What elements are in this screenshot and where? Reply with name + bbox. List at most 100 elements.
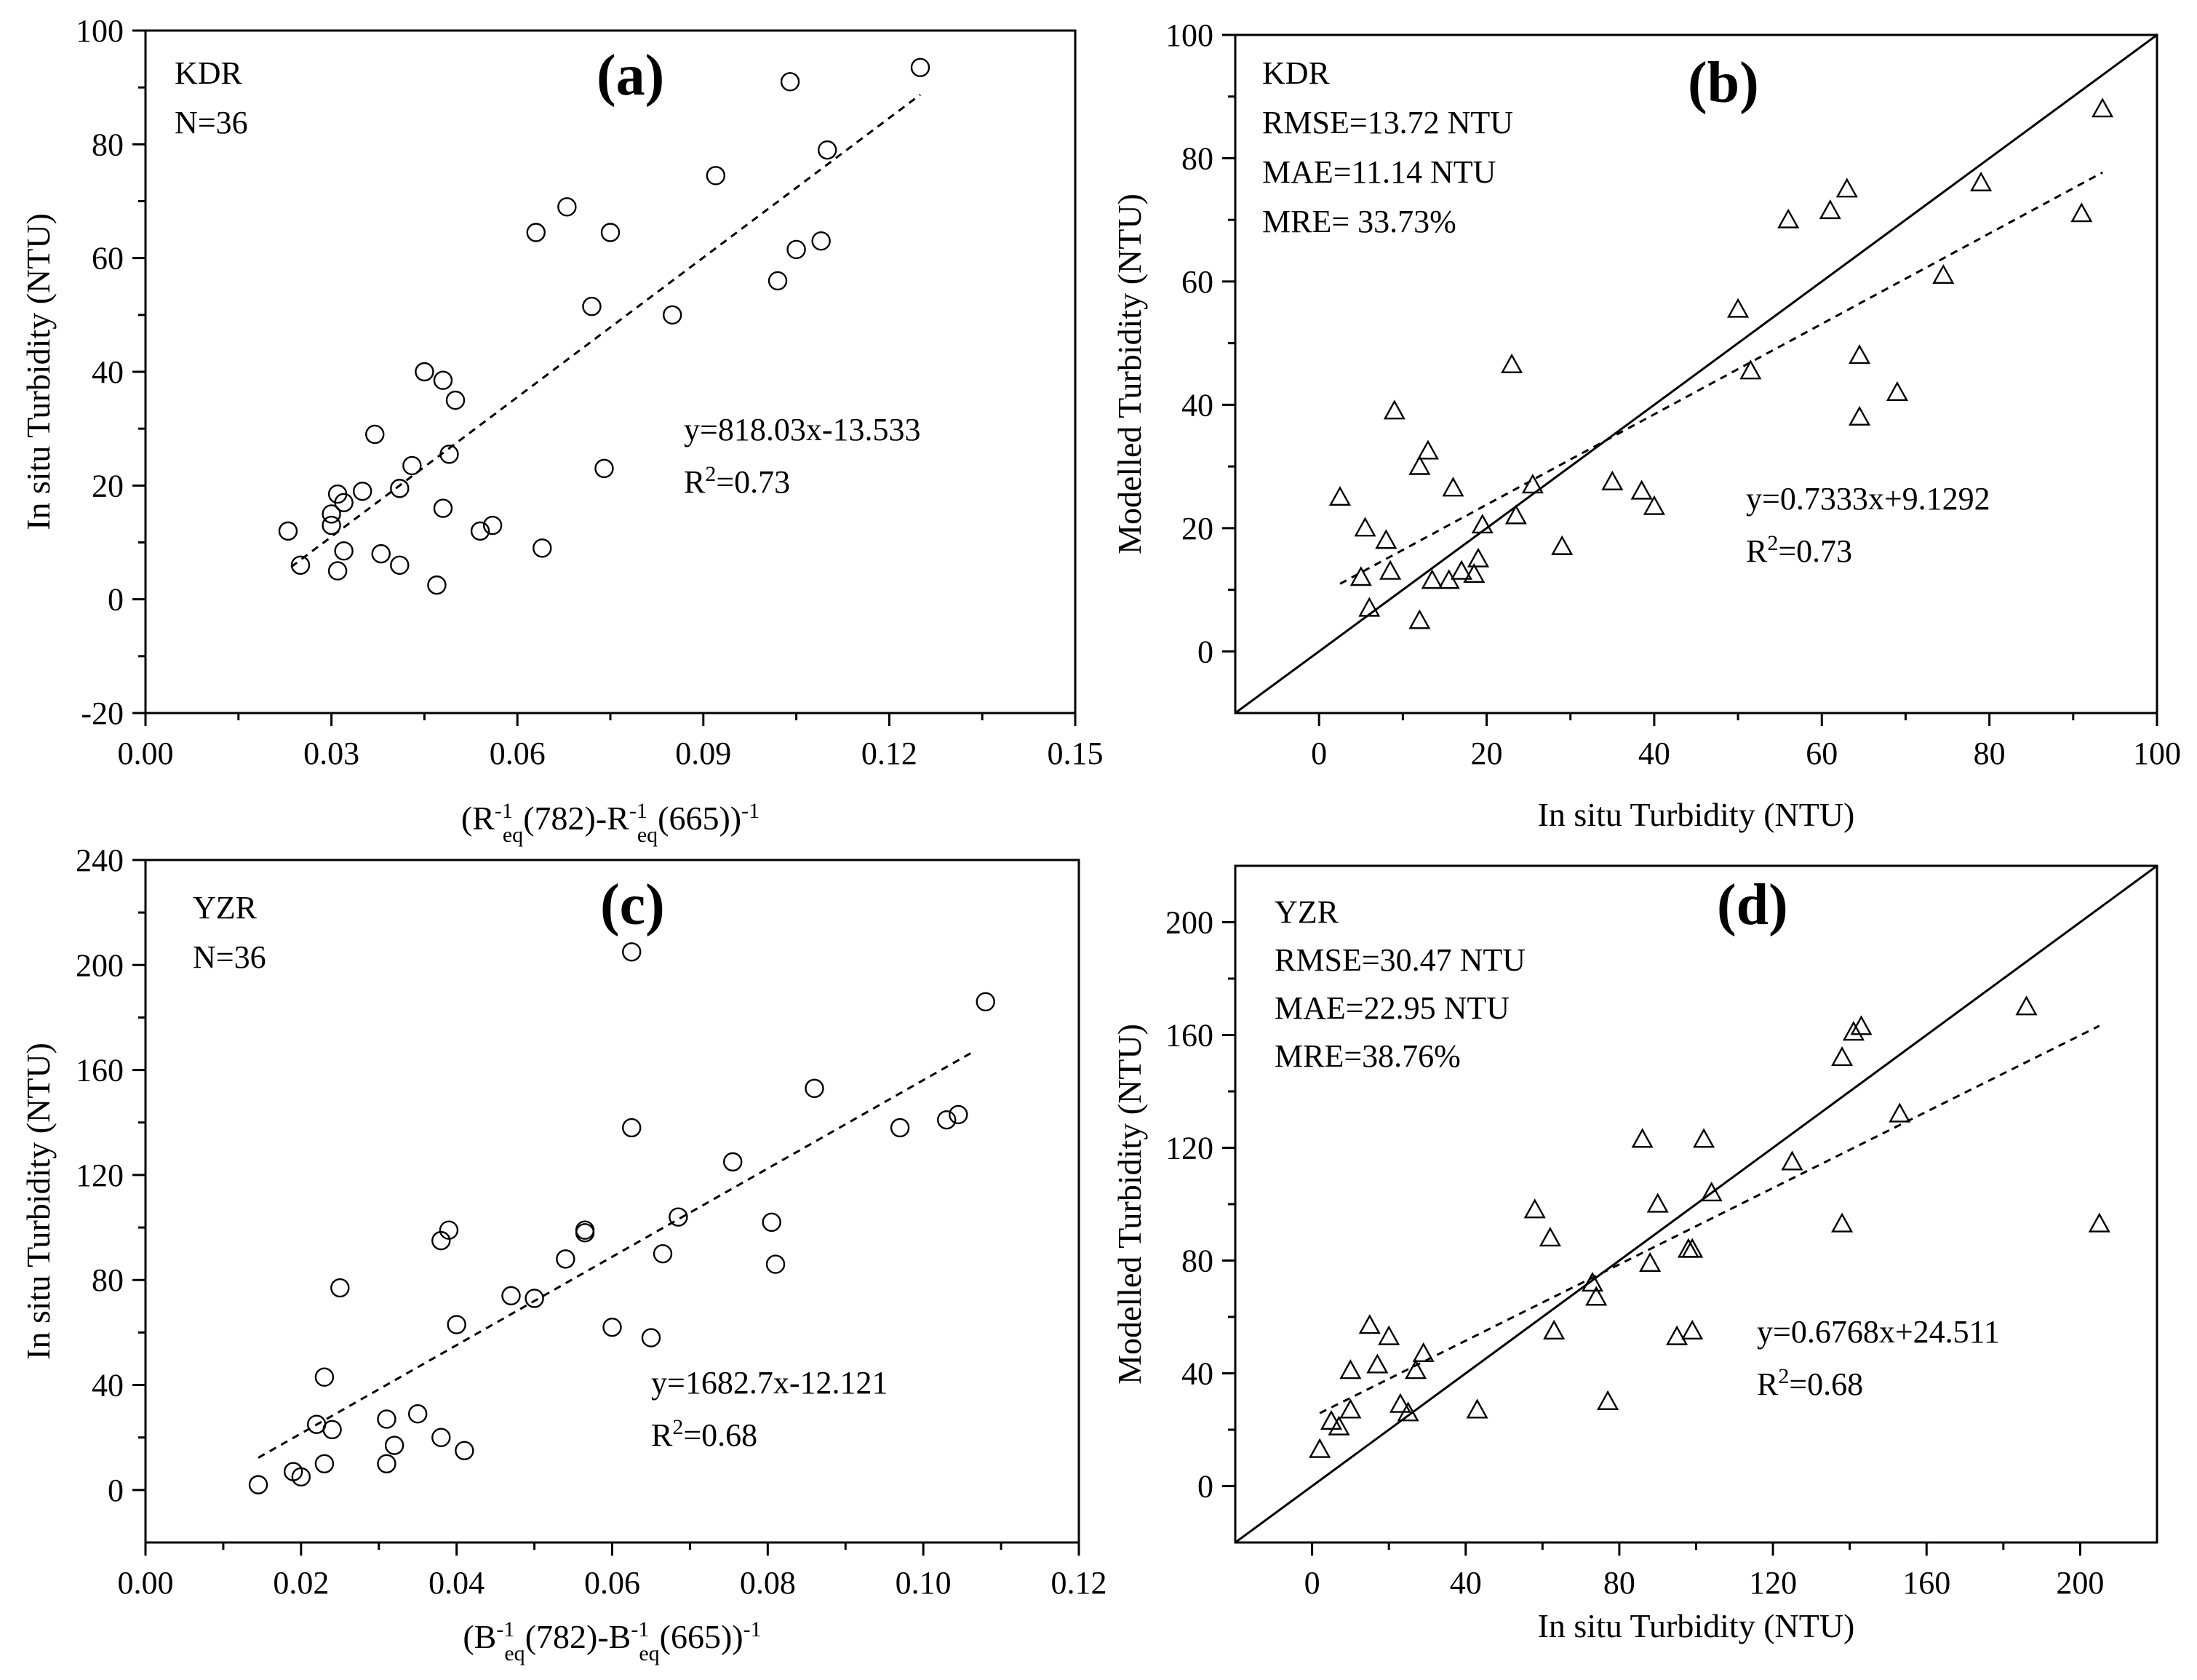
r-squared: R2=0.68	[651, 1415, 757, 1454]
data-point	[1551, 535, 1574, 555]
data-point	[1408, 609, 1431, 629]
data-point	[762, 1212, 781, 1233]
data-point	[1585, 1286, 1608, 1306]
data-point	[1639, 1251, 1662, 1272]
data-point	[1630, 479, 1653, 500]
data-point	[641, 1328, 661, 1347]
data-point	[1831, 1046, 1854, 1067]
annotation: N=36	[175, 105, 248, 140]
data-point	[322, 504, 341, 524]
data-point	[622, 942, 642, 962]
y-tick-label: 160	[1165, 1018, 1213, 1054]
data-point	[1581, 1272, 1604, 1292]
data-point	[1681, 1319, 1704, 1339]
x-tick-label: 0.10	[896, 1565, 952, 1601]
annotation: MRE=38.76%	[1275, 1038, 1461, 1074]
y-tick-label: 0	[1197, 634, 1213, 669]
data-point	[290, 555, 311, 575]
x-tick-label: 0.06	[584, 1565, 640, 1601]
data-point	[1777, 208, 1800, 228]
data-point	[653, 1243, 673, 1264]
y-tick-label: 40	[92, 1368, 124, 1404]
data-point	[594, 458, 614, 479]
data-point	[334, 493, 354, 512]
y-tick-label: 20	[1181, 511, 1213, 546]
data-point	[765, 1254, 786, 1274]
data-point	[377, 1409, 396, 1429]
regression-line	[258, 1050, 975, 1459]
x-tick-label: 40	[1450, 1565, 1482, 1601]
data-point	[669, 1207, 688, 1227]
data-point	[1849, 405, 1871, 426]
data-point	[322, 515, 341, 536]
data-point	[1416, 439, 1439, 460]
data-point	[415, 362, 434, 382]
plot-frame	[1234, 33, 2158, 714]
r-squared: R2=0.73	[684, 462, 790, 501]
data-point	[890, 1118, 910, 1138]
y-tick-label: 80	[92, 1262, 124, 1298]
x-tick-label: 80	[1974, 736, 2006, 771]
data-point	[1397, 1401, 1419, 1422]
annotation: KDR	[175, 55, 243, 91]
data-point	[706, 166, 726, 186]
panel-c: 0.00 0.02 0.04 0.06 0.08 0.10 0.12 0 40 80 120 160 2…	[20, 843, 1107, 1665]
x-tick-label: 0.03	[303, 736, 359, 771]
y-tick-label: 200	[1165, 905, 1213, 941]
data-point	[526, 223, 546, 242]
data-point	[780, 72, 800, 92]
data-point	[327, 561, 348, 581]
x-tick-label: 100	[2133, 736, 2181, 771]
regression-line	[1339, 171, 2103, 585]
data-point	[291, 1467, 311, 1487]
data-point	[1501, 353, 1523, 373]
x-tick-label: 200	[2056, 1565, 2104, 1601]
data-point	[439, 445, 459, 464]
panel-b: 0 20 40 60 80 100 0 20 40 60 80 100 In situ Turbidit…	[1111, 17, 2181, 833]
data-point	[1523, 1198, 1546, 1219]
data-point	[1354, 517, 1376, 537]
data-point	[390, 555, 410, 575]
data-point	[1504, 504, 1527, 525]
data-point	[377, 1454, 396, 1473]
data-point	[1389, 1393, 1412, 1413]
data-point	[371, 544, 391, 564]
data-point	[365, 424, 385, 445]
data-point	[1932, 263, 1955, 284]
data-point	[1366, 1353, 1389, 1374]
data-point	[1309, 1438, 1331, 1458]
data-point	[1835, 178, 1858, 198]
data-point	[1781, 1150, 1803, 1171]
panel-label: (d)	[1717, 873, 1788, 937]
data-point	[408, 1404, 428, 1424]
regression-equation: y=1682.7x-12.121	[651, 1365, 888, 1401]
y-tick-label: 120	[76, 1158, 124, 1193]
y-tick-label: 60	[1181, 264, 1213, 300]
y-tick-label: 240	[76, 843, 124, 878]
data-point	[1442, 477, 1464, 497]
data-point	[1739, 359, 1762, 380]
data-point	[533, 538, 552, 558]
regression-equation: y=818.03x-13.533	[684, 412, 920, 447]
x-axis-label: (R-1 eq(782)-R-1 eq(665))-1	[461, 799, 759, 847]
data-point	[402, 455, 422, 476]
data-point	[2088, 1212, 2110, 1233]
data-point	[447, 1315, 466, 1334]
data-point	[767, 271, 788, 291]
data-point	[575, 1220, 595, 1240]
y-tick-label: 40	[1181, 1356, 1213, 1392]
data-point	[1521, 474, 1544, 494]
data-point	[1666, 1325, 1688, 1345]
data-point	[582, 296, 602, 317]
y-tick-label: 40	[1181, 387, 1213, 423]
y-tick-label: 0	[108, 582, 124, 618]
x-tick-label: 0.09	[675, 736, 731, 771]
panel-label: (a)	[597, 44, 664, 108]
annotation: KDR	[1262, 55, 1331, 91]
data-point	[1850, 1015, 1873, 1035]
annotation: YZR	[193, 890, 258, 925]
data-point	[1339, 1359, 1362, 1380]
x-tick-label: 0.06	[490, 736, 546, 771]
data-point	[427, 575, 447, 595]
